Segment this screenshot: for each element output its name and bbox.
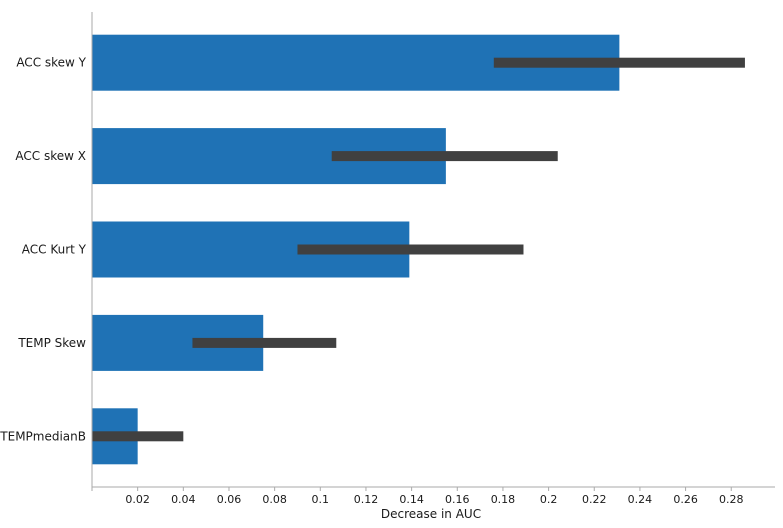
error-bars-layer	[92, 57, 745, 442]
x-tick-label-1: 0.04	[171, 493, 196, 506]
y-tick-label-3: TEMP Skew	[17, 336, 86, 350]
x-tick-label-0: 0.02	[125, 493, 150, 506]
y-axis-tick-labels: ACC skew Y ACC skew X ACC Kurt Y TEMP Skew T…	[0, 56, 87, 444]
x-tick-label-13: 0.28	[719, 493, 744, 506]
x-axis-label: Decrease in AUC	[381, 507, 481, 521]
error-bar-4	[92, 431, 184, 442]
x-tick-label-6: 0.14	[399, 493, 424, 506]
x-tick-label-11: 0.24	[628, 493, 653, 506]
error-bar-1	[331, 151, 558, 162]
error-bar-3	[192, 337, 337, 348]
x-tick-label-8: 0.18	[491, 493, 516, 506]
x-tick-label-3: 0.08	[262, 493, 287, 506]
x-tick-label-7: 0.16	[445, 493, 470, 506]
x-tick-label-12: 0.26	[673, 493, 698, 506]
x-tick-label-5: 0.12	[354, 493, 379, 506]
x-tick-label-4: 0.1	[312, 493, 330, 506]
y-tick-label-2: ACC Kurt Y	[22, 243, 87, 257]
x-tick-label-2: 0.06	[217, 493, 242, 506]
y-tick-label-1: ACC skew X	[15, 149, 86, 163]
x-tick-label-10: 0.22	[582, 493, 607, 506]
error-bar-0	[493, 57, 745, 68]
x-axis-ticks: 0.02 0.04 0.06 0.08 0.1 0.12 0.14 0.16 0.18 0.2 0.…	[91, 487, 744, 506]
error-bar-2	[297, 244, 524, 255]
y-tick-label-0: ACC skew Y	[16, 56, 86, 70]
x-tick-label-9: 0.2	[540, 493, 558, 506]
y-tick-label-4: TEMPmedianB	[0, 429, 86, 443]
